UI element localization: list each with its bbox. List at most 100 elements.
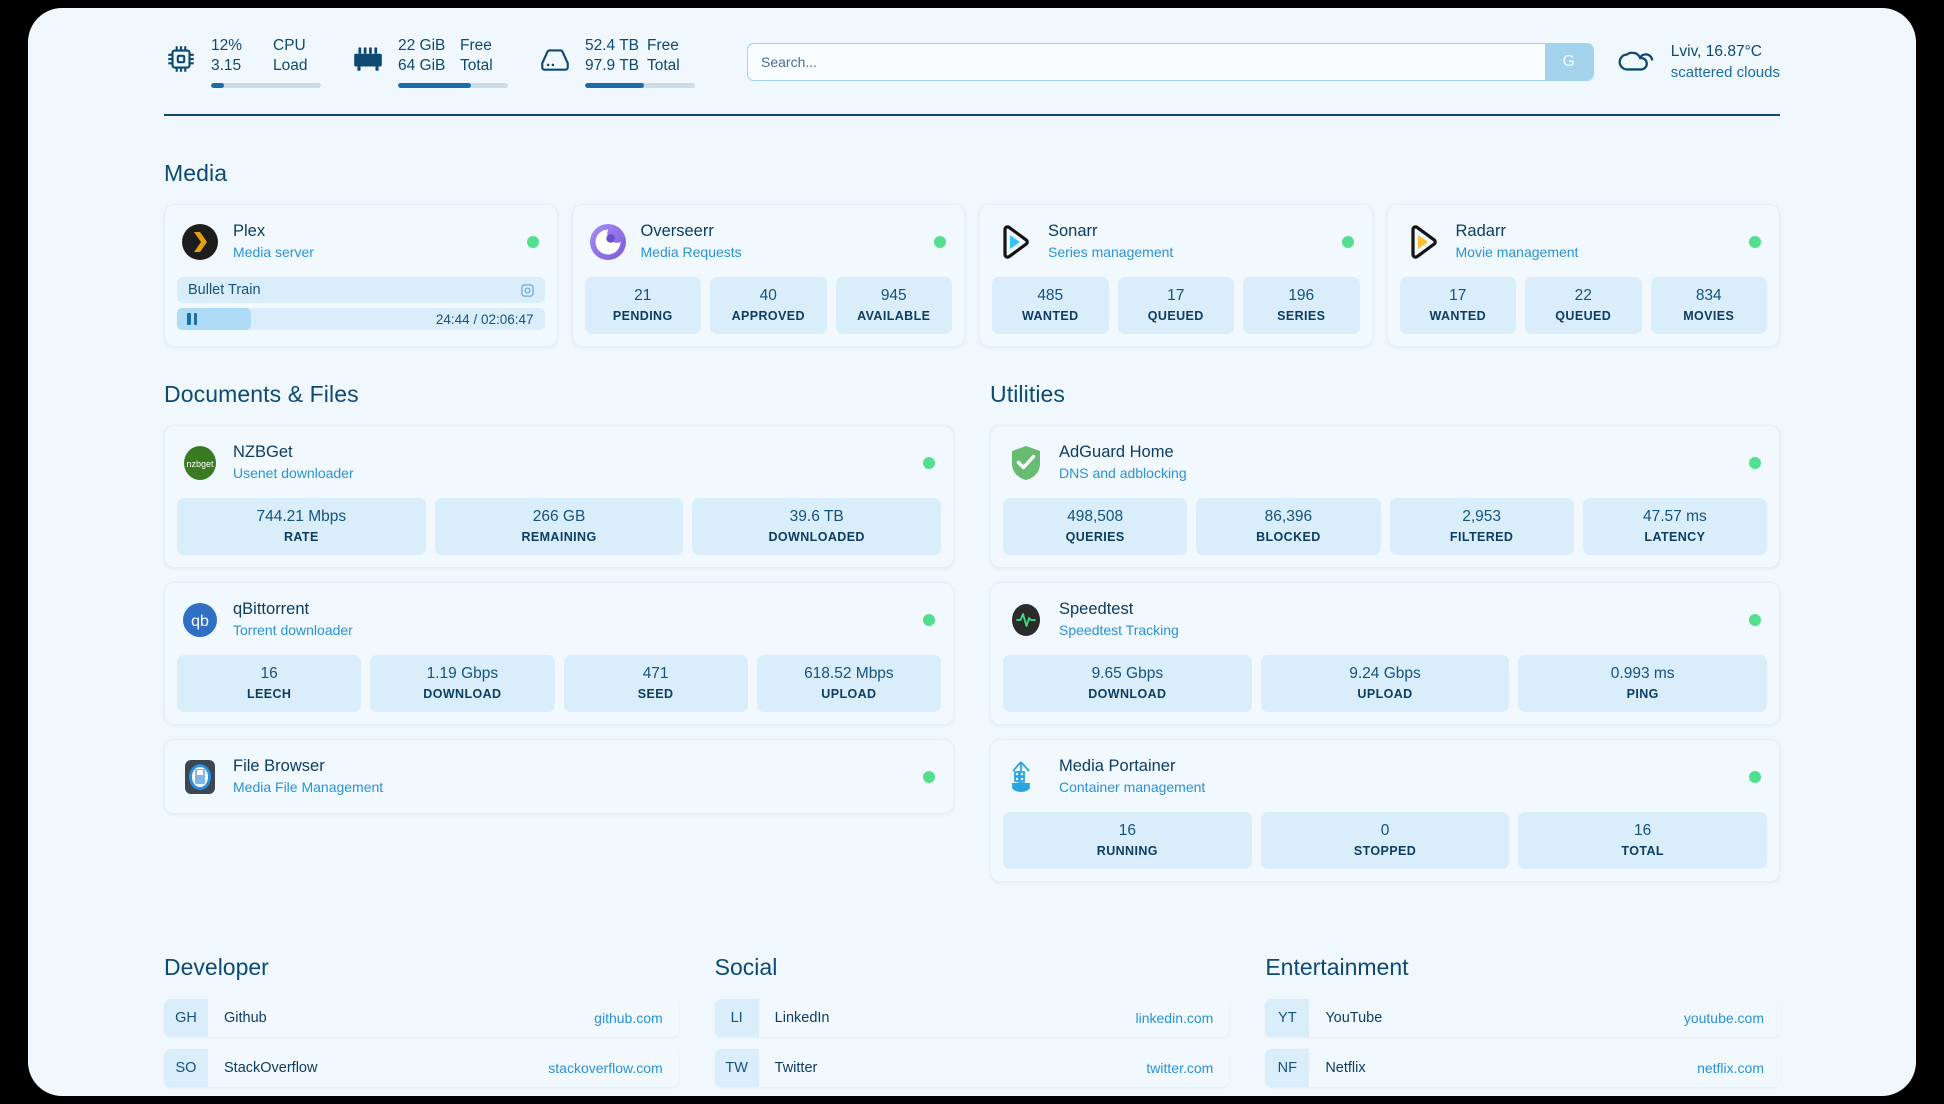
- service-card-speedtest[interactable]: Speedtest Speedtest Tracking 9.65 Gbps D…: [990, 582, 1780, 725]
- stat-value: 485: [1037, 287, 1064, 304]
- stat-value: 86,396: [1264, 508, 1313, 525]
- stat-value: 40: [759, 287, 777, 304]
- stat-cell: 834 MOVIES: [1650, 277, 1767, 334]
- stat-label: QUERIES: [1065, 530, 1125, 544]
- search-input[interactable]: [748, 44, 1545, 80]
- bookmark-item[interactable]: LI LinkedIn linkedin.com: [714, 999, 1230, 1037]
- bookmark-url: linkedin.com: [1135, 1010, 1214, 1026]
- service-desc: DNS and adblocking: [1059, 465, 1187, 481]
- stat-label: DOWNLOAD: [1088, 687, 1167, 701]
- pause-icon[interactable]: [187, 313, 197, 325]
- stat-label: WANTED: [1021, 309, 1079, 323]
- bookmark-abbr: LI: [714, 999, 759, 1037]
- stat-value: 834: [1695, 287, 1722, 304]
- status-indicator-online: [923, 770, 935, 783]
- status-bar: 12% 3.15 CPU Load: [164, 8, 1780, 88]
- service-name: Radarr: [1455, 222, 1506, 240]
- bookmark-item[interactable]: GH Github github.com: [164, 999, 679, 1037]
- service-card-overseerr[interactable]: Overseerr Media Requests 21 PENDING 40 A…: [571, 204, 965, 347]
- stat-cell: 498,508 QUERIES: [1003, 498, 1188, 555]
- disk-icon: [538, 42, 572, 76]
- service-name: File Browser: [233, 757, 325, 775]
- status-indicator-online: [1749, 235, 1761, 248]
- stat-value: 471: [642, 665, 669, 682]
- gear-icon[interactable]: [520, 283, 535, 298]
- service-name: qBittorrent: [233, 600, 310, 618]
- search-submit-button[interactable]: G: [1544, 44, 1593, 80]
- service-name: Sonarr: [1048, 222, 1098, 240]
- section-title-media: Media: [164, 160, 228, 186]
- stat-label: WANTED: [1429, 309, 1487, 323]
- status-indicator-online: [923, 613, 935, 626]
- stat-label: UPLOAD: [1357, 687, 1413, 701]
- cloud-icon: [1616, 44, 1658, 80]
- stat-cell: 0.993 ms PING: [1518, 655, 1768, 712]
- bookmark-group-social: Social LI LinkedIn linkedin.com TW Twitt…: [714, 954, 1230, 1096]
- stat-label: RUNNING: [1096, 844, 1158, 858]
- service-card-media-portainer[interactable]: Media Portainer Container management 16 …: [990, 739, 1780, 882]
- service-card-radarr[interactable]: Radarr Movie management 17 WANTED 22 QUE…: [1386, 204, 1780, 347]
- bookmark-url: netflix.com: [1697, 1060, 1764, 1076]
- stat-value: 945: [880, 287, 907, 304]
- stat-value: 39.6 TB: [789, 508, 844, 525]
- plex-icon: [181, 223, 219, 261]
- dashboard-window: 12% 3.15 CPU Load: [28, 8, 1916, 1096]
- stat-cell: 0 STOPPED: [1260, 812, 1510, 869]
- service-name: Plex: [233, 222, 266, 240]
- stat-value: 498,508: [1067, 508, 1124, 525]
- overseerr-icon: [589, 223, 627, 261]
- cpu-label-bottom: Load: [273, 57, 308, 74]
- status-indicator-online: [526, 235, 539, 248]
- service-name: Overseerr: [640, 222, 714, 240]
- bookmark-name: StackOverflow: [224, 1060, 318, 1076]
- svg-text:nzbget: nzbget: [186, 459, 214, 469]
- stat-cell: 1.19 Gbps DOWNLOAD: [370, 655, 555, 712]
- stat-label: SERIES: [1277, 309, 1326, 323]
- bookmark-url: github.com: [594, 1010, 663, 1026]
- service-desc: Movie management: [1455, 244, 1579, 260]
- service-card-adguard-home[interactable]: AdGuard Home DNS and adblocking 498,508 …: [990, 425, 1780, 568]
- service-card-nzbget[interactable]: nzbget NZBGet Usenet downloader 744.21 M…: [164, 425, 954, 568]
- nzbget-icon: nzbget: [181, 444, 219, 482]
- stat-label: UPLOAD: [821, 687, 877, 701]
- stat-cell: 40 APPROVED: [710, 277, 827, 334]
- section-utilities: Utilities AdGuard Home: [990, 381, 1780, 882]
- now-playing-title-bar[interactable]: Bullet Train: [177, 277, 545, 303]
- search-box[interactable]: G: [747, 43, 1594, 81]
- ram-label-top: Free: [460, 37, 492, 54]
- cpu-label-top: CPU: [273, 37, 306, 54]
- bookmark-item[interactable]: TW Twitter twitter.com: [714, 1049, 1230, 1087]
- stat-value: 1.19 Gbps: [426, 665, 499, 682]
- section-documents-files: Documents & Files nzbget NZBGet Usenet d…: [164, 381, 954, 882]
- bookmark-url: twitter.com: [1146, 1060, 1214, 1076]
- bookmark-item[interactable]: SO StackOverflow stackoverflow.com: [164, 1049, 679, 1087]
- bookmark-url: youtube.com: [1683, 1010, 1764, 1026]
- qbittorrent-icon: qb: [181, 601, 219, 639]
- service-name: AdGuard Home: [1059, 443, 1174, 461]
- stat-value: 16: [1118, 822, 1136, 839]
- status-indicator-online: [1341, 235, 1354, 248]
- stat-cell: 16 TOTAL: [1518, 812, 1768, 869]
- stat-cell: 16 RUNNING: [1003, 812, 1252, 869]
- stat-cell: 21 PENDING: [584, 277, 701, 334]
- bookmark-name: Twitter: [774, 1060, 818, 1076]
- service-card-plex[interactable]: Plex Media server Bullet Train: [164, 204, 558, 347]
- service-card-sonarr[interactable]: Sonarr Series management 485 WANTED 17 Q…: [979, 204, 1373, 347]
- header-divider: [164, 114, 1780, 116]
- now-playing-progress[interactable]: 24:44 / 02:06:47: [177, 308, 545, 330]
- service-card-qbittorrent[interactable]: qb qBittorrent Torrent downloader 16: [164, 582, 954, 725]
- disk-stat-group: 52.4 TB 97.9 TB Free Total: [538, 36, 695, 88]
- stat-cell: 618.52 Mbps UPLOAD: [756, 655, 941, 712]
- bookmark-group-developer: Developer GH Github github.com SO StackO…: [164, 954, 679, 1096]
- bookmark-item[interactable]: NF Netflix netflix.com: [1265, 1049, 1780, 1087]
- stat-value: 9.65 Gbps: [1091, 665, 1164, 682]
- stat-cell: 471 SEED: [563, 655, 748, 712]
- svg-text:qb: qb: [191, 613, 209, 630]
- stat-value: 618.52 Mbps: [804, 665, 894, 682]
- service-desc: Container management: [1059, 779, 1206, 795]
- stat-label: REMAINING: [521, 530, 597, 544]
- stat-label: AVAILABLE: [857, 309, 931, 323]
- service-card-file-browser[interactable]: File Browser Media File Management: [164, 739, 954, 814]
- disk-label-top: Free: [647, 37, 679, 54]
- bookmark-item[interactable]: YT YouTube youtube.com: [1265, 999, 1780, 1037]
